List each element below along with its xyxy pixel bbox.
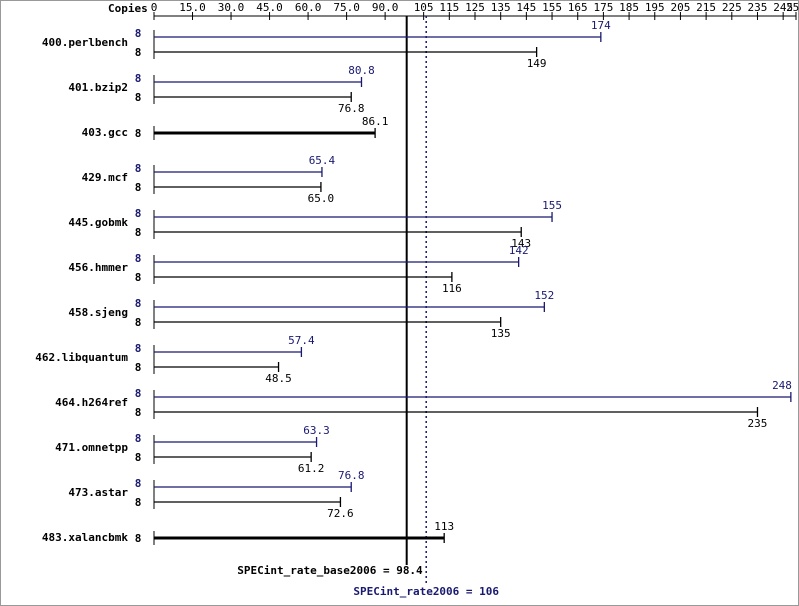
category-label: 445.gobmk <box>68 216 128 229</box>
value-label: 57.4 <box>288 334 315 347</box>
value-label: 72.6 <box>327 507 354 520</box>
copies-label: 8 <box>135 162 142 175</box>
copies-label: 8 <box>135 127 142 140</box>
value-label: 116 <box>442 282 462 295</box>
copies-label: 8 <box>135 387 142 400</box>
copies-label: 8 <box>135 72 142 85</box>
value-label: 143 <box>511 237 531 250</box>
x-tick-label: 195 <box>645 1 665 14</box>
x-tick-label: 145 <box>516 1 536 14</box>
x-tick-label: 245 <box>773 1 793 14</box>
copies-label: 8 <box>135 342 142 355</box>
copies-label: 8 <box>135 91 142 104</box>
x-tick-label: 215 <box>696 1 716 14</box>
category-label: 473.astar <box>68 486 128 499</box>
copies-label: 8 <box>135 27 142 40</box>
category-label: 401.bzip2 <box>68 81 128 94</box>
category-label: 464.h264ref <box>55 396 128 409</box>
copies-label: 8 <box>135 271 142 284</box>
copies-label: 8 <box>135 361 142 374</box>
x-tick-label: 250 <box>786 1 799 14</box>
value-label: 152 <box>534 289 554 302</box>
x-tick-label: 75.0 <box>333 1 360 14</box>
x-tick-label: 125 <box>465 1 485 14</box>
category-label: 429.mcf <box>82 171 128 184</box>
value-label: 155 <box>542 199 562 212</box>
x-tick-label: 45.0 <box>256 1 283 14</box>
value-label: 48.5 <box>265 372 292 385</box>
copies-header: Copies <box>108 2 148 15</box>
value-label: 63.3 <box>303 424 330 437</box>
x-tick-label: 235 <box>748 1 768 14</box>
value-label: 135 <box>491 327 511 340</box>
x-tick-label: 205 <box>671 1 691 14</box>
x-tick-label: 225 <box>722 1 742 14</box>
reference-label: SPECint_rate2006 = 106 <box>353 585 499 598</box>
copies-label: 8 <box>135 406 142 419</box>
value-label: 80.8 <box>348 64 375 77</box>
copies-label: 8 <box>135 297 142 310</box>
category-label: 403.gcc <box>82 126 128 139</box>
value-label: 65.0 <box>308 192 335 205</box>
value-label: 61.2 <box>298 462 325 475</box>
copies-label: 8 <box>135 226 142 239</box>
x-tick-label: 155 <box>542 1 562 14</box>
x-tick-label: 185 <box>619 1 639 14</box>
value-label: 76.8 <box>338 102 365 115</box>
x-tick-label: 30.0 <box>218 1 245 14</box>
copies-label: 8 <box>135 181 142 194</box>
x-tick-label: 90.0 <box>372 1 399 14</box>
x-tick-label: 135 <box>491 1 511 14</box>
category-label: 483.xalancbmk <box>42 531 128 544</box>
copies-label: 8 <box>135 316 142 329</box>
value-label: 174 <box>591 19 611 32</box>
x-tick-label: 115 <box>439 1 459 14</box>
copies-label: 8 <box>135 46 142 59</box>
category-label: 462.libquantum <box>35 351 128 364</box>
x-tick-label: 15.0 <box>179 1 206 14</box>
value-label: 142 <box>509 244 529 257</box>
copies-label: 8 <box>135 451 142 464</box>
x-tick-label: 0 <box>151 1 158 14</box>
copies-label: 8 <box>135 477 142 490</box>
reference-label: SPECint_rate_base2006 = 98.4 <box>237 564 423 577</box>
copies-label: 8 <box>135 496 142 509</box>
copies-label: 8 <box>135 532 142 545</box>
x-tick-label: 165 <box>568 1 588 14</box>
category-label: 458.sjeng <box>68 306 128 319</box>
value-label: 65.4 <box>309 154 336 167</box>
value-label: 86.1 <box>362 115 389 128</box>
value-label: 149 <box>527 57 547 70</box>
value-label: 248 <box>772 379 792 392</box>
category-label: 471.omnetpp <box>55 441 128 454</box>
copies-label: 8 <box>135 252 142 265</box>
copies-label: 8 <box>135 432 142 445</box>
x-tick-label: 105 <box>414 1 434 14</box>
category-label: 400.perlbench <box>42 36 128 49</box>
copies-label: 8 <box>135 207 142 220</box>
x-tick-label: 60.0 <box>295 1 322 14</box>
value-label: 113 <box>434 520 454 533</box>
category-label: 456.hmmer <box>68 261 128 274</box>
value-label: 76.8 <box>338 469 365 482</box>
x-tick-label: 175 <box>593 1 613 14</box>
value-label: 235 <box>748 417 768 430</box>
